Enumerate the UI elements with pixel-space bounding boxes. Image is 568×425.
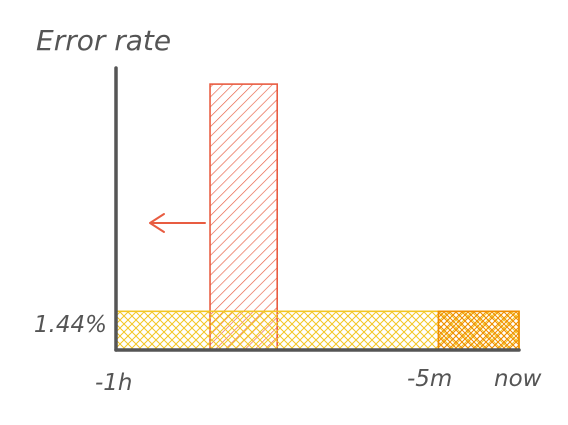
y-tick-label: 1.44% <box>34 312 107 338</box>
left-arrow-annotation <box>149 213 206 233</box>
x-tick-label: -5m <box>407 366 452 392</box>
bars-layer <box>115 83 520 351</box>
x-tick-label: now <box>494 366 542 392</box>
annotation-layer <box>149 213 206 233</box>
x-tick-label: -1h <box>95 370 133 396</box>
bar-red <box>209 83 279 351</box>
chart-title: Error rate <box>36 24 171 57</box>
bar-orange <box>437 310 520 351</box>
